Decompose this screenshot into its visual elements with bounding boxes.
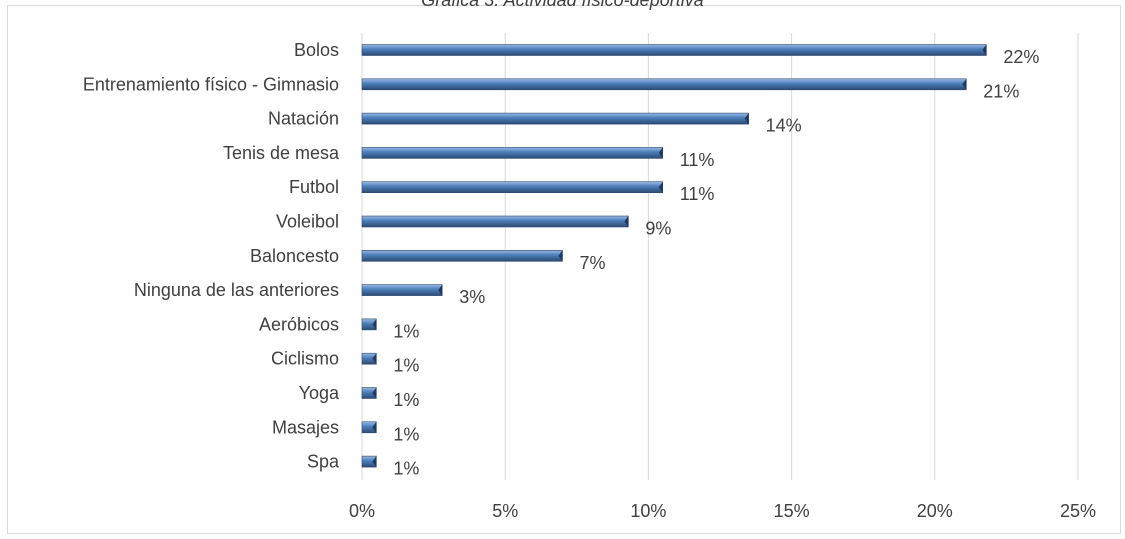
bar <box>361 250 563 262</box>
data-label: 1% <box>393 390 419 410</box>
bar-end-cap <box>372 353 377 365</box>
category-label: Spa <box>307 452 340 472</box>
data-label: 1% <box>393 321 419 341</box>
category-label: Ninguna de las anteriores <box>134 280 339 300</box>
bar-body <box>361 147 664 159</box>
bar-end-cap <box>658 147 663 159</box>
bar-body <box>361 78 967 91</box>
bar <box>361 318 377 331</box>
bar-body <box>361 181 664 193</box>
bar <box>361 147 664 159</box>
x-tick-label: 25% <box>1060 501 1096 521</box>
bar-end-cap <box>372 456 377 468</box>
bar-end-cap <box>982 44 987 56</box>
data-label: 3% <box>459 287 485 307</box>
category-label: Tenis de mesa <box>223 143 340 163</box>
x-tick-label: 5% <box>492 501 518 521</box>
bar <box>361 455 377 468</box>
bar-body <box>361 284 443 296</box>
bar-end-cap <box>962 78 967 90</box>
x-tick-label: 15% <box>774 501 810 521</box>
category-label: Entrenamiento físico - Gimnasio <box>83 74 339 94</box>
data-label: 1% <box>393 356 419 376</box>
data-label: 22% <box>1003 47 1039 67</box>
bar-end-cap <box>438 284 443 296</box>
category-label: Yoga <box>299 383 340 403</box>
bar <box>361 387 377 399</box>
category-label: Aeróbicos <box>259 314 339 334</box>
bar-end-cap <box>372 318 377 330</box>
data-label: 11% <box>680 150 715 170</box>
category-label: Masajes <box>272 417 339 437</box>
bar-end-cap <box>658 181 663 193</box>
category-label: Natación <box>268 109 339 129</box>
category-labels: Bolos Entrenamiento físico - Gimnasio Nata… <box>83 40 340 472</box>
bar <box>361 181 664 193</box>
x-tick-label: 20% <box>917 501 953 521</box>
chart-title: Gráfica 3. Actividad físico-deportiva <box>421 0 704 10</box>
data-label: 1% <box>393 459 419 479</box>
bar-body <box>361 44 987 56</box>
bar-body <box>361 112 749 125</box>
data-labels: 22% 21% 14% 11% 11% 9% 7% 3% 1% 1% 1% 1% 1% <box>393 47 1039 479</box>
category-label: Baloncesto <box>250 246 339 266</box>
category-label: Ciclismo <box>271 349 339 369</box>
x-tick-label: 10% <box>630 501 666 521</box>
category-label: Voleibol <box>276 212 339 232</box>
bar <box>361 112 749 125</box>
category-label: Bolos <box>294 40 339 60</box>
bar-body <box>361 215 629 228</box>
bar-end-cap <box>744 113 749 125</box>
bar <box>361 421 377 434</box>
bar <box>361 78 967 91</box>
bar-end-cap <box>372 387 377 399</box>
bar <box>361 215 629 228</box>
bar-end-cap <box>372 421 377 433</box>
bar-body <box>361 250 563 262</box>
bar <box>361 284 443 296</box>
bar <box>361 352 377 365</box>
data-label: 14% <box>766 116 802 136</box>
bar <box>361 44 987 56</box>
bars <box>361 44 987 468</box>
data-label: 7% <box>579 253 605 273</box>
data-label: 11% <box>680 184 715 204</box>
chart-frame <box>7 5 1121 534</box>
data-label: 9% <box>645 219 671 239</box>
category-label: Futbol <box>289 177 339 197</box>
bar-end-cap <box>558 250 563 262</box>
data-label: 1% <box>393 424 419 444</box>
x-tick-label: 0% <box>349 501 375 521</box>
bar-end-cap <box>624 216 629 227</box>
data-label: 21% <box>983 81 1019 101</box>
x-axis-tick-labels: 0% 5% 10% 15% 20% 25% <box>349 501 1096 521</box>
